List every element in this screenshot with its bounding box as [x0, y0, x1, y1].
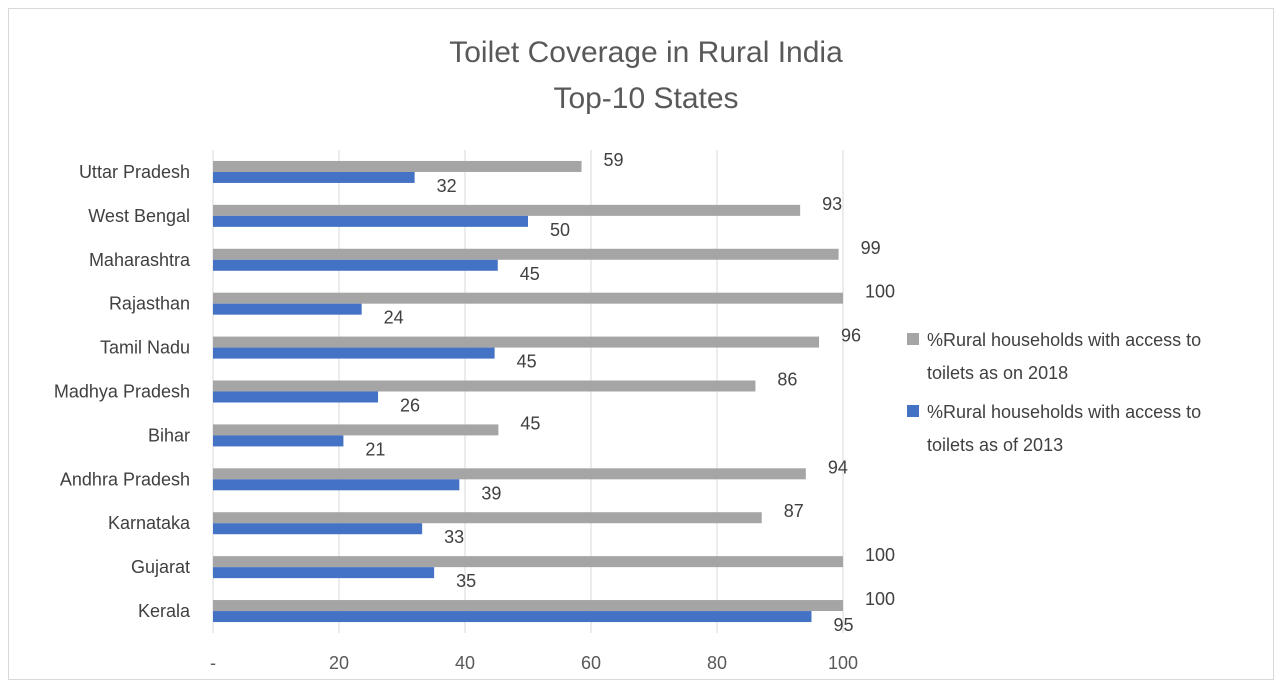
chart-title: Toilet Coverage in Rural India Top-10 St… — [449, 36, 843, 115]
data-label-s1-10: 95 — [834, 615, 854, 635]
category-label-10: Kerala — [138, 601, 191, 621]
x-tick-label-2: 40 — [455, 653, 475, 673]
category-label-8: Karnataka — [108, 513, 191, 533]
data-label-s0-1: 93 — [822, 194, 842, 214]
category-label-1: West Bengal — [88, 206, 190, 226]
legend-label-0-0: %Rural households with access to — [927, 330, 1201, 350]
category-label-3: Rajasthan — [109, 294, 190, 314]
data-labels: 59 32 93 50 99 45 100 24 96 45 86 26 45 21 94 39 87 33 100… — [365, 150, 895, 635]
bar-s0-7 — [213, 468, 806, 480]
x-tick-label-0: - — [210, 653, 216, 673]
data-label-s1-6: 21 — [365, 439, 385, 459]
data-label-s1-5: 26 — [400, 396, 420, 416]
category-label-2: Maharashtra — [89, 250, 191, 270]
bar-s0-9 — [213, 556, 843, 568]
bar-s1-10 — [213, 611, 812, 623]
legend-label-0-1: toilets as on 2018 — [927, 363, 1068, 383]
category-label-5: Madhya Pradesh — [54, 382, 190, 402]
bar-s0-10 — [213, 600, 843, 612]
bar-s1-3 — [213, 303, 362, 315]
category-label-0: Uttar Pradesh — [79, 162, 190, 182]
data-label-s0-6: 45 — [520, 413, 540, 433]
category-label-7: Andhra Pradesh — [60, 469, 190, 489]
legend-label-1-1: toilets as of 2013 — [927, 435, 1063, 455]
x-axis-tick-labels: - 20 40 60 80 100 — [210, 653, 858, 673]
data-label-s1-8: 33 — [444, 527, 464, 547]
chart-title-line-1: Toilet Coverage in Rural India — [449, 36, 843, 69]
data-label-s1-2: 45 — [520, 264, 540, 284]
data-label-s1-4: 45 — [517, 352, 537, 372]
bar-s1-7 — [213, 479, 460, 491]
bar-s1-5 — [213, 391, 379, 403]
bar-s1-2 — [213, 259, 498, 271]
legend: %Rural households with access to toilets … — [907, 330, 1201, 455]
data-label-s1-3: 24 — [384, 308, 404, 328]
x-tick-label-3: 60 — [581, 653, 601, 673]
bar-s1-6 — [213, 435, 344, 447]
data-label-s0-4: 96 — [841, 326, 861, 346]
bar-s0-3 — [213, 292, 843, 304]
bar-s0-8 — [213, 512, 762, 524]
bar-s1-0 — [213, 171, 415, 183]
data-label-s0-7: 94 — [828, 457, 848, 477]
legend-swatch-0 — [907, 333, 919, 345]
data-label-s0-8: 87 — [784, 501, 804, 521]
bar-s0-4 — [213, 336, 820, 348]
bar-s0-0 — [213, 160, 582, 172]
bar-s1-9 — [213, 567, 435, 579]
bar-s1-1 — [213, 215, 528, 227]
data-label-s0-2: 99 — [861, 238, 881, 258]
bars — [213, 160, 843, 623]
data-label-s0-0: 59 — [604, 150, 624, 170]
category-labels: Uttar Pradesh West Bengal Maharashtra Rajas… — [54, 162, 191, 621]
legend-label-1-0: %Rural households with access to — [927, 402, 1201, 422]
data-label-s0-10: 100 — [865, 589, 895, 609]
category-label-9: Gujarat — [131, 557, 190, 577]
bar-s1-4 — [213, 347, 495, 359]
x-tick-label-1: 20 — [329, 653, 349, 673]
bar-s0-6 — [213, 424, 499, 436]
bar-s0-2 — [213, 248, 839, 260]
bar-s0-1 — [213, 204, 801, 216]
category-label-6: Bihar — [148, 425, 190, 445]
legend-swatch-1 — [907, 405, 919, 417]
bar-s0-5 — [213, 380, 756, 392]
data-label-s1-7: 39 — [481, 483, 501, 503]
data-label-s0-3: 100 — [865, 282, 895, 302]
x-tick-label-4: 80 — [707, 653, 727, 673]
chart-title-line-2: Top-10 States — [553, 82, 738, 115]
data-label-s1-0: 32 — [437, 176, 457, 196]
data-label-s0-9: 100 — [865, 545, 895, 565]
bar-s1-8 — [213, 523, 423, 535]
x-tick-label-5: 100 — [828, 653, 858, 673]
category-label-4: Tamil Nadu — [100, 338, 190, 358]
data-label-s0-5: 86 — [777, 370, 797, 390]
data-label-s1-9: 35 — [456, 571, 476, 591]
data-label-s1-1: 50 — [550, 220, 570, 240]
